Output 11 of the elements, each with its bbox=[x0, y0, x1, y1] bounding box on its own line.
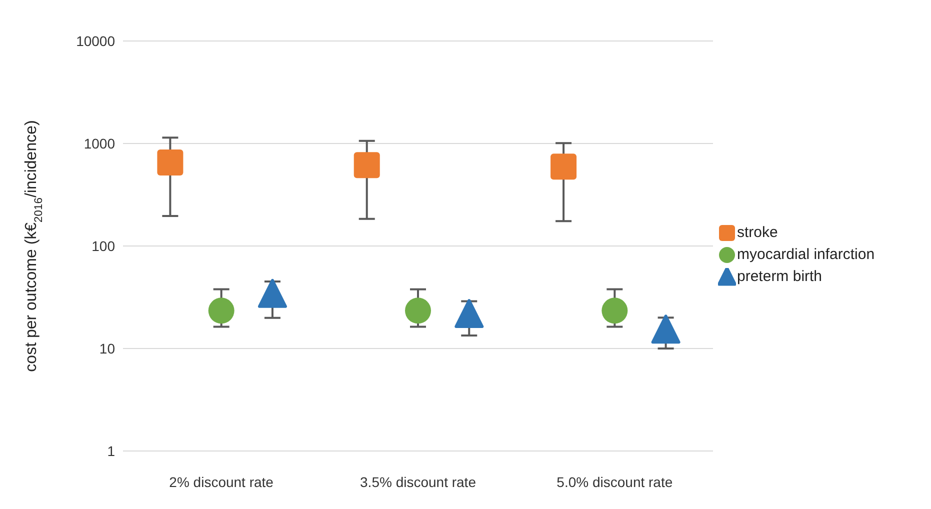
y-tick-label: 10000 bbox=[76, 32, 116, 49]
y-tick-label: 1000 bbox=[84, 135, 116, 152]
legend-label: myocardial infarction bbox=[737, 246, 875, 263]
y-tick-label: 1 bbox=[107, 442, 116, 459]
legend-label: stroke bbox=[737, 224, 778, 241]
legend-label: preterm birth bbox=[737, 268, 822, 285]
x-tick-label: 2% discount rate bbox=[169, 474, 274, 490]
x-tick-label: 5.0% discount rate bbox=[556, 474, 673, 490]
y-tick-label: 100 bbox=[92, 238, 116, 254]
x-tick-label: 3.5% discount rate bbox=[360, 474, 476, 490]
y-tick-label: 10 bbox=[99, 340, 116, 356]
